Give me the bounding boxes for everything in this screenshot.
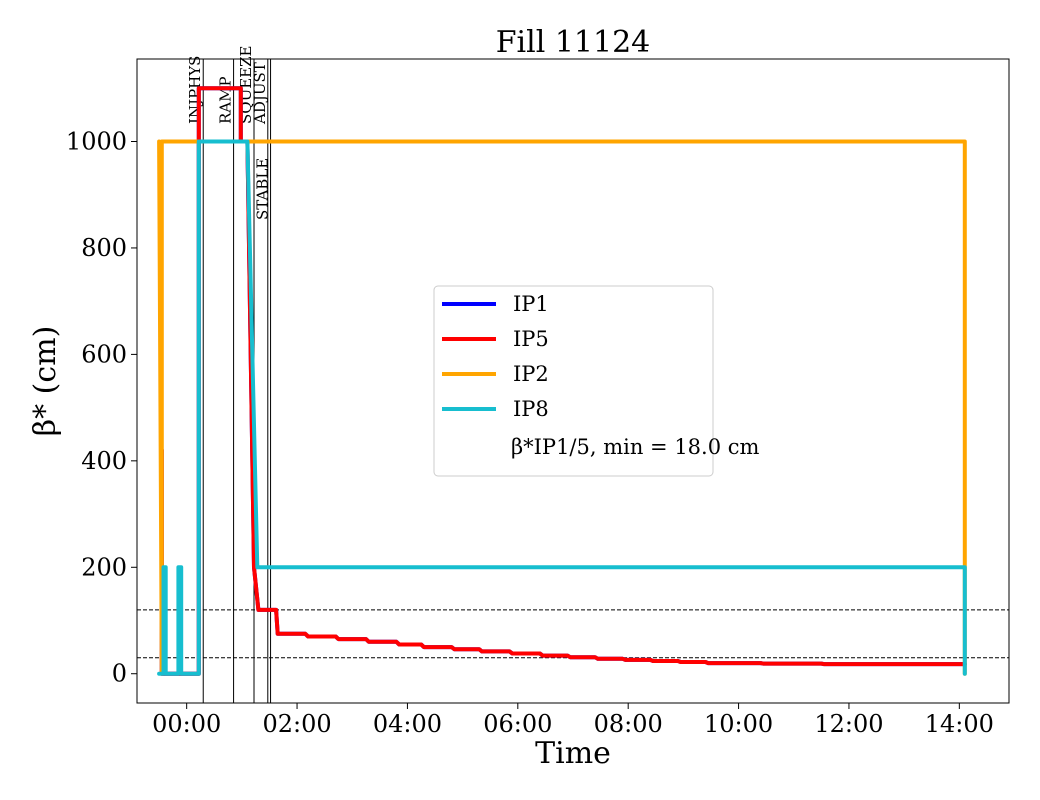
legend-label-ip1: IP1 [513,292,549,316]
series-line-ip5 [159,86,967,676]
legend: IP1 IP5 IP2 IP8 β*IP1/5, min = 18.0 cm [433,285,760,477]
x-tick-label: 00:00 [152,710,221,738]
x-tick-label: 08:00 [594,710,663,738]
legend-label-ip8: IP8 [513,397,549,421]
phase-label-ramp: RAMP [217,76,235,124]
phase-label-adjust: ADJUST [251,62,269,125]
y-tick-label: 1000 [66,127,127,155]
series-line-ip8 [157,139,967,676]
chart-title: Fill 11124 [496,25,651,60]
plot-frame [136,58,1010,704]
x-axis-title: Time [535,736,611,771]
y-tick-label: 600 [81,340,127,368]
x-tick-label: 06:00 [483,710,552,738]
series-layer [157,86,967,676]
y-tick-label: 400 [81,447,127,475]
y-tick-label: 200 [81,553,127,581]
legend-label-ip2: IP2 [513,362,549,386]
y-tick-label: 0 [112,660,127,688]
legend-annotation: β*IP1/5, min = 18.0 cm [511,435,760,459]
x-tick-label: 02:00 [262,710,331,738]
x-tick-label: 04:00 [373,710,442,738]
x-tick-label: 10:00 [704,710,773,738]
phase-label-stable: STABLE [254,158,272,220]
x-tick-label: 12:00 [814,710,883,738]
x-axis: 00:00 02:00 04:00 06:00 08:00 10:00 12:00 14:00 [152,703,994,738]
legend-box [433,285,714,477]
y-axis-title: β* (cm) [28,326,63,437]
y-tick-label: 800 [81,234,127,262]
legend-label-ip5: IP5 [513,327,549,351]
y-axis: 0 200 400 600 800 1000 [66,127,137,688]
x-tick-label: 14:00 [925,710,994,738]
